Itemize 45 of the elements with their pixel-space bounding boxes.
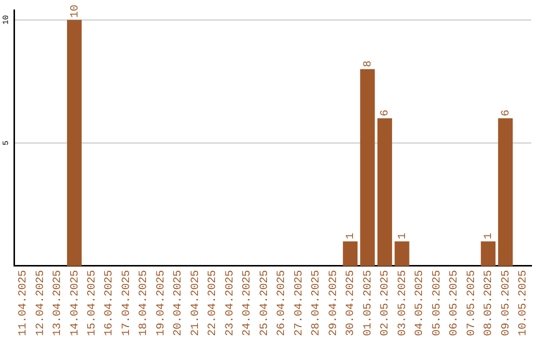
x-tick-label: 24.04.2025	[242, 270, 254, 336]
x-tick-label: 12.04.2025	[34, 270, 47, 336]
bar	[377, 118, 392, 266]
x-tick-label: 30.04.2025	[345, 270, 358, 336]
bar	[480, 241, 496, 266]
x-tick-label: 16.04.2025	[104, 270, 116, 336]
data-label: 1	[396, 232, 409, 240]
data-label: 6	[500, 110, 512, 116]
bar	[394, 241, 410, 266]
x-tick-label: 07.05.2025	[466, 270, 478, 336]
x-tick-label: 21.04.2025	[190, 270, 202, 336]
data-label: 6	[380, 110, 392, 116]
x-tick-label: 19.04.2025	[155, 270, 168, 336]
x-tick-label: 04.05.2025	[414, 270, 426, 336]
x-tick-label: 10.05.2025	[518, 270, 530, 336]
x-tick-label: 01.05.2025	[362, 270, 374, 336]
x-tick-label: 13.04.2025	[52, 270, 64, 336]
x-tick-label: 11.04.2025	[18, 270, 30, 336]
bar	[360, 69, 375, 266]
x-tick-label: 20.04.2025	[172, 270, 185, 336]
x-tick-label: 18.04.2025	[138, 270, 150, 336]
x-tick-label: 25.04.2025	[258, 270, 271, 336]
x-tick-label: 08.05.2025	[483, 270, 496, 336]
x-tick-label: 03.05.2025	[396, 270, 409, 336]
x-tick-label: 27.04.2025	[293, 270, 306, 336]
y-tick-label: 5	[2, 140, 12, 146]
bar	[498, 118, 513, 266]
x-tick-label: 28.04.2025	[310, 270, 323, 336]
bar	[342, 241, 358, 266]
x-tick-label: 06.05.2025	[448, 270, 461, 336]
data-label: 1	[483, 232, 496, 240]
x-tick-label: 09.05.2025	[500, 270, 512, 336]
x-tick-label: 15.04.2025	[86, 270, 98, 336]
x-tick-label: 14.04.2025	[69, 270, 82, 336]
x-tick-label: 05.05.2025	[431, 270, 444, 336]
x-tick-label: 29.04.2025	[328, 270, 340, 336]
data-label: 10	[69, 4, 82, 18]
data-label: 8	[362, 60, 374, 68]
x-tick-label: 22.04.2025	[207, 270, 220, 336]
x-tick-label: 02.05.2025	[380, 270, 392, 336]
data-label: 1	[345, 232, 358, 240]
bar	[67, 20, 82, 266]
x-tick-label: 23.04.2025	[224, 270, 236, 336]
x-tick-label: 17.04.2025	[120, 270, 133, 336]
x-tick-label: 26.04.2025	[276, 270, 288, 336]
